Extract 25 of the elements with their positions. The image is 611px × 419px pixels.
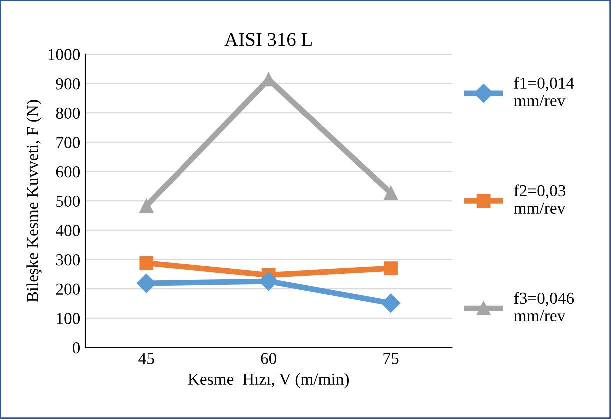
point	[384, 262, 398, 276]
y-tick-label: 800	[56, 108, 80, 120]
y-tick-label: 700	[56, 137, 80, 148]
y-tick-label: 1000	[48, 49, 80, 60]
y-axis-title: Bileşke Kesme Kuvveti, F (N)	[26, 100, 42, 302]
x-tick-label: 75	[384, 353, 399, 364]
legend-label: f2=0,03 mm/rev	[514, 184, 566, 214]
x-tick-label: 45	[138, 353, 154, 364]
legend-label: f3=0,046 mm/rev	[514, 292, 574, 322]
y-tick-label: 600	[56, 166, 80, 178]
point	[384, 186, 398, 200]
y-tick-label: 0	[72, 342, 80, 354]
y-tick-label: 400	[56, 225, 80, 236]
x-axis-title: Kesme Hızı, V (m/min)	[188, 373, 350, 388]
y-tick-label: 100	[57, 313, 80, 324]
y-tick-label: 900	[56, 78, 80, 90]
y-tick-label: 500	[56, 196, 80, 208]
chart-title: AISI 316 L	[224, 33, 312, 46]
point	[140, 256, 154, 270]
y-tick-label: 300	[56, 254, 80, 266]
point	[140, 199, 154, 214]
x-tick-label: 60	[261, 353, 277, 364]
y-tick-label: 200	[56, 284, 80, 296]
legend-label: f1=0,014 mm/rev	[514, 77, 574, 106]
point	[382, 294, 401, 314]
